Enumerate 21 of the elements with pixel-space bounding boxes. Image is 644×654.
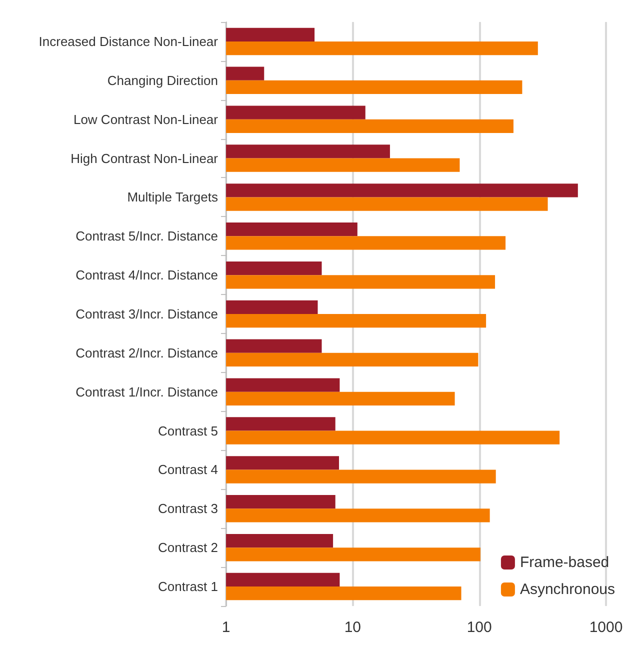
- y-tick-label: Contrast 1/Incr. Distance: [76, 384, 218, 400]
- x-tick-label: 1000: [589, 619, 623, 636]
- y-tick-label: Contrast 5: [158, 423, 218, 438]
- y-tick-label: High Contrast Non-Linear: [70, 150, 219, 166]
- y-tick-label: Changing Direction: [107, 72, 218, 88]
- y-tick-label: Contrast 2/Incr. Distance: [76, 345, 218, 360]
- y-tick-label: Increased Distance Non-Linear: [38, 34, 219, 49]
- x-tick-label: 1: [222, 619, 230, 636]
- legend-label: Frame-based: [520, 554, 610, 571]
- y-tick-label: Contrast 3/Incr. Distance: [76, 306, 218, 322]
- y-tick-label: Contrast 2: [158, 540, 218, 556]
- y-tick-label: Contrast 4: [158, 462, 218, 478]
- y-tick-label: Contrast 5/Incr. Distance: [76, 228, 218, 244]
- y-tick-label: Multiple Targets: [127, 190, 218, 205]
- y-tick-label: Low Contrast Non-Linear: [73, 112, 219, 127]
- legend-label: Asynchronous: [520, 581, 616, 598]
- x-tick-label: 10: [344, 619, 362, 636]
- y-tick-label: Contrast 1: [158, 579, 218, 594]
- y-tick-label: Contrast 4/Incr. Distance: [76, 268, 218, 283]
- x-tick-label: 100: [466, 619, 492, 636]
- y-tick-label: Contrast 3: [158, 501, 218, 516]
